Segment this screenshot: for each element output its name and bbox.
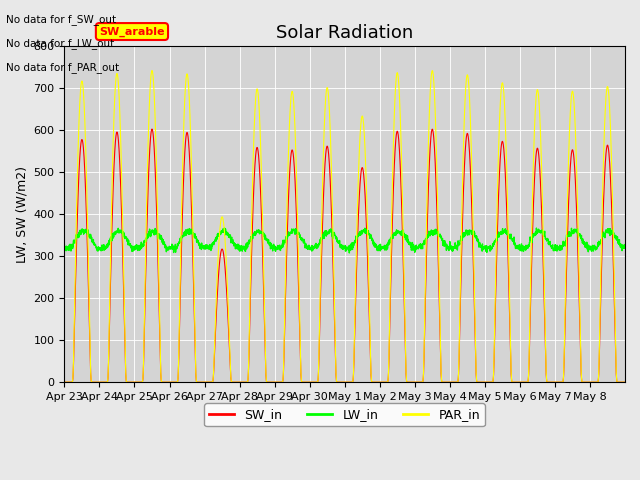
Line: LW_in: LW_in xyxy=(65,228,625,253)
Legend: SW_in, LW_in, PAR_in: SW_in, LW_in, PAR_in xyxy=(204,403,485,426)
PAR_in xyxy=(379,379,387,385)
PAR_in xyxy=(116,126,124,132)
SW_in xyxy=(61,379,68,385)
LW_in xyxy=(221,225,228,231)
LW_in xyxy=(61,242,68,248)
PAR_in xyxy=(61,379,68,385)
PAR_in xyxy=(621,379,628,385)
LW_in xyxy=(545,240,553,246)
SW_in xyxy=(116,174,124,180)
SW_in xyxy=(545,379,553,385)
PAR_in xyxy=(613,379,621,384)
PAR_in xyxy=(148,68,156,73)
Text: No data for f_PAR_out: No data for f_PAR_out xyxy=(6,62,120,73)
LW_in xyxy=(346,250,353,256)
LW_in xyxy=(237,245,245,251)
SW_in xyxy=(379,379,387,385)
SW_in xyxy=(148,126,156,132)
LW_in xyxy=(621,242,628,248)
SW_in xyxy=(613,379,621,384)
LW_in xyxy=(613,237,621,242)
Text: No data for f_SW_out: No data for f_SW_out xyxy=(6,14,116,25)
Line: PAR_in: PAR_in xyxy=(65,71,625,382)
PAR_in xyxy=(237,379,245,385)
SW_in xyxy=(514,379,522,385)
LW_in xyxy=(514,243,522,249)
Line: SW_in: SW_in xyxy=(65,129,625,382)
Text: SW_arable: SW_arable xyxy=(99,26,164,36)
SW_in xyxy=(621,379,628,385)
Y-axis label: LW, SW (W/m2): LW, SW (W/m2) xyxy=(15,166,28,263)
SW_in xyxy=(237,379,245,385)
PAR_in xyxy=(514,379,522,385)
Text: No data for f_LW_out: No data for f_LW_out xyxy=(6,38,115,49)
Title: Solar Radiation: Solar Radiation xyxy=(276,24,413,42)
LW_in xyxy=(116,229,124,235)
LW_in xyxy=(379,244,387,250)
PAR_in xyxy=(545,379,553,385)
